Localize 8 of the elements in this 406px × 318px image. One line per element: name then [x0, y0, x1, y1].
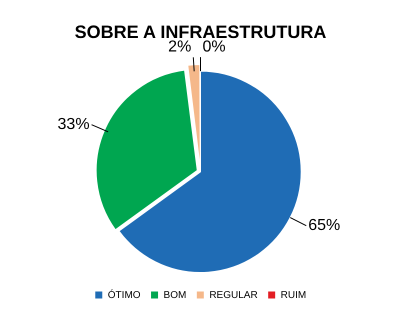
legend-label: ÓTIMO — [108, 288, 141, 301]
legend-label: REGULAR — [209, 290, 258, 301]
data-label: 65% — [308, 217, 340, 234]
legend-label: RUIM — [280, 290, 306, 301]
data-label: 33% — [58, 116, 90, 134]
legend-label: BOM — [164, 290, 186, 301]
text: 0% — [202, 38, 226, 56]
data-label: 2% — [168, 38, 192, 56]
